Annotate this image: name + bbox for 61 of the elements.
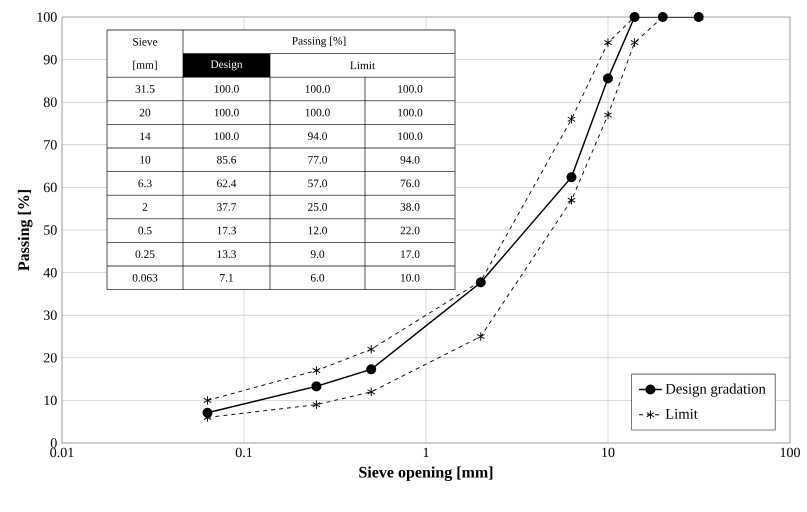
annotation: 94.0 <box>308 132 327 140</box>
annotation: 17.0 <box>401 250 420 258</box>
x-tick-label: 1 <box>424 448 429 457</box>
annotation: 17.3 <box>218 226 236 234</box>
annotation: 7.1 <box>220 274 233 282</box>
y-tick-label: 70 <box>44 140 57 150</box>
annotation: 38.0 <box>400 203 420 211</box>
annotation: Passing [%] <box>292 36 346 47</box>
annotation: 100.0 <box>306 85 330 93</box>
x-tick-label: 10 <box>602 448 614 458</box>
annotation: 100.0 <box>214 108 239 116</box>
annotation: 6.3 <box>138 180 152 188</box>
y-tick-label: 30 <box>44 310 57 320</box>
annotation: Design <box>210 60 242 70</box>
y-tick-label: 10 <box>44 396 57 406</box>
annotation: 94.0 <box>400 156 420 164</box>
annotation: 22.0 <box>400 226 420 234</box>
annotation: 100.0 <box>214 85 239 93</box>
annotation: 100.0 <box>306 108 330 116</box>
y-tick-label: 100 <box>38 12 57 22</box>
annotation: 85.6 <box>217 156 236 164</box>
annotation: 13.3 <box>218 250 236 258</box>
y-tick-label: 90 <box>44 54 57 64</box>
annotation: 76.0 <box>400 180 420 188</box>
annotation: 12.0 <box>308 226 327 234</box>
legend-label: Limit <box>666 408 698 419</box>
y-tick-label: 20 <box>44 353 57 363</box>
annotation: [mm] <box>133 60 157 70</box>
y-tick-label: 60 <box>44 182 57 192</box>
x-tick-label: 0.01 <box>50 448 74 458</box>
annotation: 31.5 <box>136 85 154 93</box>
annotation: 9.0 <box>310 250 324 258</box>
x-tick-label: 0.1 <box>236 448 252 458</box>
annotation: Sieve <box>133 38 158 46</box>
y-axis-title: Passing [%] <box>18 190 32 271</box>
annotation: 37.7 <box>217 203 236 211</box>
annotation: 0.5 <box>138 226 152 234</box>
annotation: 57.0 <box>308 180 327 188</box>
annotation: 2 <box>142 203 148 211</box>
y-tick-label: 50 <box>44 225 57 235</box>
annotation: 77.0 <box>308 156 327 164</box>
y-tick-label: 40 <box>44 268 57 278</box>
x-tick-label: 100 <box>780 448 800 458</box>
legend-label: Design gradation <box>666 383 766 397</box>
annotation: 10.0 <box>401 274 420 282</box>
annotation: Limit <box>350 62 376 70</box>
annotation: 20 <box>140 108 150 116</box>
annotation: 0.063 <box>132 274 158 282</box>
annotation: 6.0 <box>310 274 324 282</box>
y-tick-label: 80 <box>44 97 57 107</box>
annotation: 62.4 <box>217 180 236 188</box>
annotation: 100.0 <box>398 85 422 93</box>
annotation: 100.0 <box>398 108 422 116</box>
annotation: 25.0 <box>308 203 327 211</box>
annotation: 14 <box>140 132 151 140</box>
x-axis-title: Sieve opening [mm] <box>359 466 492 482</box>
annotation: 100.0 <box>214 132 239 140</box>
annotation: 10 <box>140 156 150 164</box>
y-tick-label: 0 <box>50 438 57 448</box>
annotation: 0.25 <box>136 250 154 258</box>
annotation: 100.0 <box>398 132 422 140</box>
